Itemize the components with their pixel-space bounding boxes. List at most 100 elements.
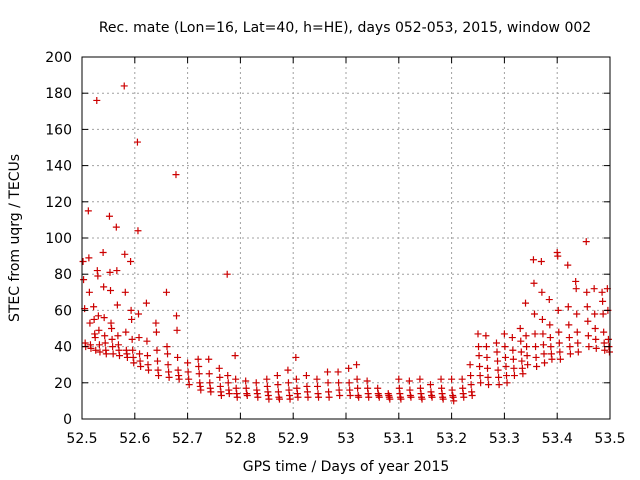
data-point-marker xyxy=(537,258,545,266)
data-point-marker xyxy=(134,310,142,318)
data-point-marker xyxy=(500,330,508,338)
data-point-marker xyxy=(120,82,128,90)
data-point-marker xyxy=(217,391,225,399)
data-point-marker xyxy=(532,353,540,361)
data-point-marker xyxy=(355,393,363,401)
data-point-marker xyxy=(495,373,503,381)
y-tick-label: 180 xyxy=(45,86,72,102)
data-point-marker xyxy=(225,390,233,398)
data-point-marker xyxy=(484,364,492,372)
data-point-marker xyxy=(302,372,310,380)
data-point-marker xyxy=(418,395,426,403)
x-tick-label: 52.9 xyxy=(278,431,309,447)
data-point-marker xyxy=(114,332,122,340)
data-point-marker xyxy=(574,339,582,347)
y-tick-label: 60 xyxy=(54,303,72,319)
y-tick-label: 140 xyxy=(45,159,72,175)
data-point-marker xyxy=(346,391,354,399)
data-point-marker xyxy=(143,352,151,360)
data-point-marker xyxy=(325,393,333,401)
chart-title: Rec. mate (Lon=16, Lat=40, h=HE), days 0… xyxy=(99,20,591,36)
data-point-marker xyxy=(599,297,607,305)
data-point-marker xyxy=(386,395,394,403)
data-point-marker xyxy=(437,375,445,383)
data-point-marker xyxy=(335,379,343,387)
data-point-marker xyxy=(284,379,292,387)
data-point-marker xyxy=(115,352,123,360)
data-point-marker xyxy=(482,332,490,340)
data-point-marker xyxy=(582,238,590,246)
data-point-marker xyxy=(155,372,163,380)
data-point-marker xyxy=(195,370,203,378)
data-point-marker xyxy=(501,353,509,361)
data-point-marker xyxy=(426,381,434,389)
data-point-marker xyxy=(599,310,607,318)
data-point-marker xyxy=(136,350,144,358)
data-point-marker xyxy=(154,357,162,365)
y-tick-label: 20 xyxy=(54,376,72,392)
data-point-marker xyxy=(80,276,88,284)
data-point-marker xyxy=(315,393,323,401)
data-point-marker xyxy=(86,319,94,327)
data-point-marker xyxy=(265,395,273,403)
data-point-marker xyxy=(108,325,116,332)
data-point-marker xyxy=(572,277,580,285)
data-point-marker xyxy=(109,350,117,358)
data-point-marker xyxy=(164,361,172,369)
data-point-marker xyxy=(475,343,483,351)
data-point-marker xyxy=(590,285,598,293)
data-point-marker xyxy=(604,335,612,343)
data-point-marker xyxy=(175,375,183,383)
data-point-marker xyxy=(483,353,491,361)
data-point-marker xyxy=(458,375,466,383)
data-point-marker xyxy=(153,346,161,354)
data-point-marker xyxy=(503,372,511,380)
data-point-marker xyxy=(519,370,527,378)
data-point-marker xyxy=(484,373,492,381)
data-point-marker xyxy=(101,339,109,347)
data-point-marker xyxy=(584,332,592,340)
data-point-marker xyxy=(522,332,530,340)
data-point-marker xyxy=(286,395,294,403)
data-point-marker xyxy=(134,227,142,235)
data-point-marker xyxy=(510,372,518,380)
data-point-marker xyxy=(585,343,593,351)
data-point-marker xyxy=(92,346,100,354)
data-point-marker xyxy=(353,375,361,383)
data-point-marker xyxy=(336,391,344,399)
data-point-marker xyxy=(185,381,193,389)
data-point-marker xyxy=(254,393,262,401)
data-point-marker xyxy=(476,363,484,371)
data-point-marker xyxy=(494,366,502,374)
data-point-marker xyxy=(113,301,121,309)
data-point-marker xyxy=(600,339,608,347)
x-tick-label: 53.1 xyxy=(383,431,414,447)
data-point-marker xyxy=(517,337,525,345)
data-point-marker xyxy=(273,372,281,380)
data-point-marker xyxy=(482,343,490,351)
data-point-marker xyxy=(509,355,517,363)
data-point-marker xyxy=(467,381,475,389)
data-point-marker xyxy=(79,258,87,266)
data-point-marker xyxy=(546,334,554,342)
data-point-marker xyxy=(523,352,531,360)
data-point-marker xyxy=(591,310,599,318)
data-point-marker xyxy=(556,355,564,363)
data-point-marker xyxy=(152,328,160,336)
data-point-marker xyxy=(232,375,240,383)
data-point-marker xyxy=(252,379,260,387)
data-point-marker xyxy=(573,310,581,318)
x-tick-label: 53.4 xyxy=(542,431,573,447)
data-point-marker xyxy=(524,361,532,369)
y-tick-label: 80 xyxy=(54,267,72,283)
y-tick-label: 200 xyxy=(45,50,72,66)
data-point-marker xyxy=(143,337,151,345)
data-point-marker xyxy=(142,299,150,307)
data-point-marker xyxy=(566,343,574,351)
data-point-marker xyxy=(474,330,482,338)
data-point-marker xyxy=(205,370,213,378)
data-point-marker xyxy=(564,261,572,269)
data-point-marker xyxy=(95,341,103,349)
data-point-marker xyxy=(545,296,553,304)
